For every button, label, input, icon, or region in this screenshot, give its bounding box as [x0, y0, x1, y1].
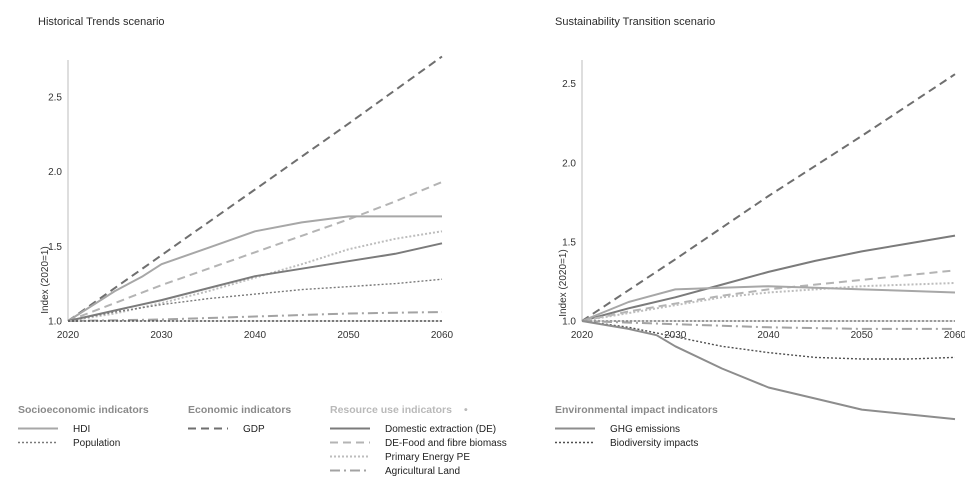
sustainability-transition-chart: Sustainability Transition scenario Index… [555, 16, 965, 421]
legend-group: Environmental impact indicators GHG emiss… [555, 404, 718, 449]
y-axis-label: Index (2020=1) [40, 246, 51, 314]
legend-label: Primary Energy PE [385, 452, 470, 463]
y-tick-label: 2.0 [48, 167, 62, 178]
legend-heading-marker: • [464, 404, 468, 416]
series-line-de-food [581, 269, 956, 322]
series-line-population [67, 278, 443, 322]
x-tick-label: 2030 [150, 330, 173, 341]
y-tick-label: 1.5 [48, 242, 62, 253]
legend-label: Population [73, 438, 120, 449]
x-tick-label: 2040 [244, 330, 267, 341]
legend: Socioeconomic indicators HDI Population Eco… [18, 404, 718, 477]
x-tick-label: 2020 [57, 330, 80, 341]
x-tick-label: 2020 [571, 330, 594, 341]
legend-label: GHG emissions [610, 424, 680, 435]
y-axis-label: Index (2020=1) [558, 249, 569, 317]
series-line-de [581, 234, 956, 322]
legend-group: Resource use indicators • Domestic extract… [330, 404, 507, 477]
x-tick-label: 2060 [431, 330, 454, 341]
y-tick-label: 1.0 [562, 317, 576, 328]
legend-heading: Resource use indicators [330, 404, 452, 416]
y-tick-label: 1.0 [48, 317, 62, 328]
x-tick-label: 2030 [664, 330, 687, 341]
series-line-agri [67, 311, 443, 322]
y-tick-label: 1.5 [562, 237, 576, 248]
legend-label: Domestic extraction (DE) [385, 424, 496, 435]
legend-heading: Socioeconomic indicators [18, 404, 149, 416]
legend-label: Agricultural Land [385, 466, 460, 477]
chart-title: Historical Trends scenario [38, 16, 165, 28]
historical-trends-chart: Historical Trends scenario Index (2020=1… [38, 16, 454, 341]
x-tick-label: 2060 [944, 330, 965, 341]
series-line-ghg [581, 320, 956, 421]
x-tick-label: 2040 [757, 330, 780, 341]
x-tick-label: 2050 [851, 330, 874, 341]
legend-label: GDP [243, 424, 265, 435]
legend-label: Biodiversity impacts [610, 438, 698, 449]
legend-group: Economic indicators GDP [188, 404, 291, 435]
series-line-gdp [581, 73, 956, 322]
series-line-de [67, 242, 443, 322]
series-line-pe [67, 230, 443, 322]
series-line-biodiversity [581, 320, 956, 360]
y-tick-label: 2.5 [48, 92, 62, 103]
series-line-hdi [581, 285, 956, 322]
series-line-pe [581, 282, 956, 322]
y-tick-label: 2.5 [562, 79, 576, 90]
legend-heading: Economic indicators [188, 404, 291, 416]
y-tick-label: 2.0 [562, 158, 576, 169]
legend-label: HDI [73, 424, 90, 435]
legend-group: Socioeconomic indicators HDI Population [18, 404, 149, 449]
series-line-agri [581, 320, 955, 330]
x-tick-label: 2050 [337, 330, 360, 341]
chart-title: Sustainability Transition scenario [555, 16, 715, 28]
series-line-gdp [67, 55, 443, 322]
series-line-hdi [67, 215, 442, 322]
legend-label: DE-Food and fibre biomass [385, 438, 507, 449]
series-line-de-food [67, 181, 443, 322]
legend-heading: Environmental impact indicators [555, 404, 718, 416]
